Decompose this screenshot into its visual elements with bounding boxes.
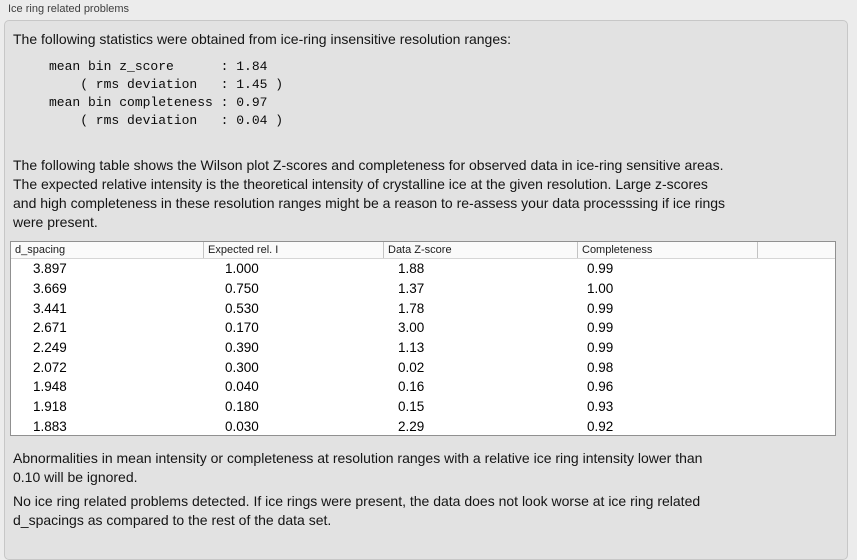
- table-cell: 0.02: [398, 359, 425, 375]
- table-cell: 0.170: [225, 320, 259, 336]
- table-cell: 1.883: [33, 418, 67, 434]
- table-header-cell[interactable]: Completeness: [577, 242, 757, 258]
- table-cell: 3.00: [398, 320, 425, 336]
- table-header-cell[interactable]: d_spacing: [15, 244, 66, 256]
- table-cell: 2.671: [33, 320, 67, 336]
- table-cell: 0.93: [587, 399, 614, 415]
- table-cell: 2.072: [33, 359, 67, 375]
- table-cell: 0.530: [225, 300, 259, 316]
- table-cell: 0.300: [225, 359, 259, 375]
- table-cell: 2.249: [33, 340, 67, 356]
- table-cell: 0.99: [587, 300, 614, 316]
- ignore-note: Abnormalities in mean intensity or compl…: [13, 450, 703, 485]
- table-cell: 1.13: [398, 340, 425, 356]
- table-cell: 0.16: [398, 379, 425, 395]
- table-cell: 0.180: [225, 399, 259, 415]
- table-cell: 1.918: [33, 399, 67, 415]
- table-cell: 0.96: [587, 379, 614, 395]
- table-cell: 1.88: [398, 261, 425, 277]
- table-cell: 0.040: [225, 379, 259, 395]
- table-header-row: d_spacing Expected rel. I Data Z-score Comp…: [11, 242, 835, 259]
- table-cell: 1.948: [33, 379, 67, 395]
- table-row[interactable]: 1.918 0.180 0.15 0.93: [11, 397, 835, 417]
- table-cell: 3.441: [33, 300, 67, 316]
- result-text: No ice ring related problems detected. I…: [13, 493, 701, 528]
- ice-ring-table: d_spacing Expected rel. I Data Z-score Comp…: [10, 241, 836, 436]
- table-row[interactable]: 2.249 0.390 1.13 0.99: [11, 338, 835, 358]
- table-row[interactable]: 2.671 0.170 3.00 0.99: [11, 318, 835, 338]
- table-row[interactable]: 3.897 1.000 1.88 0.99: [11, 259, 835, 279]
- table-cell: 0.99: [587, 340, 614, 356]
- table-cell: 0.030: [225, 418, 259, 434]
- table-row[interactable]: 2.072 0.300 0.02 0.98: [11, 357, 835, 377]
- table-cell: 0.92: [587, 418, 614, 434]
- table-body: 3.897 1.000 1.88 0.99 3.669 0.750 1.37 1.00 3.44…: [11, 259, 835, 436]
- table-cell: 0.99: [587, 261, 614, 277]
- table-description: The following table shows the Wilson plo…: [13, 157, 726, 230]
- table-row[interactable]: 3.669 0.750 1.37 1.00: [11, 279, 835, 299]
- table-cell: 0.390: [225, 340, 259, 356]
- table-cell: 3.897: [33, 261, 67, 277]
- table-row[interactable]: 1.948 0.040 0.16 0.96: [11, 377, 835, 397]
- table-cell: 2.29: [398, 418, 425, 434]
- table-cell: 0.99: [587, 320, 614, 336]
- table-cell: 0.15: [398, 399, 425, 415]
- intro-text: The following statistics were obtained f…: [13, 31, 512, 47]
- stats-block: mean bin z_score : 1.84 ( rms deviation …: [49, 59, 284, 128]
- table-cell: 1.37: [398, 281, 425, 297]
- table-header-cell[interactable]: Expected rel. I: [203, 242, 383, 258]
- table-cell: 3.669: [33, 281, 67, 297]
- table-row[interactable]: 1.883 0.030 2.29 0.92: [11, 417, 835, 436]
- table-cell: 1.000: [225, 261, 259, 277]
- table-cell: 0.98: [587, 359, 614, 375]
- table-cell: 1.78: [398, 300, 425, 316]
- table-row[interactable]: 3.441 0.530 1.78 0.99: [11, 298, 835, 318]
- table-cell: 1.00: [587, 281, 614, 297]
- table-header-cell[interactable]: Data Z-score: [383, 242, 577, 258]
- table-cell: 0.750: [225, 281, 259, 297]
- panel-title: Ice ring related problems: [8, 3, 130, 15]
- table-header-cell-empty: [757, 242, 835, 258]
